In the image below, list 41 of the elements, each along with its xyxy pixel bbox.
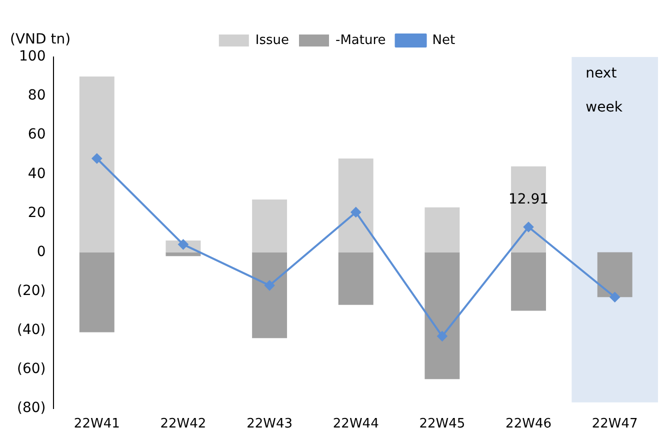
bar bbox=[338, 158, 374, 252]
x-tick-label: 22W46 bbox=[506, 416, 552, 432]
legend-label: -Mature bbox=[336, 32, 386, 48]
x-tick-label: 22W43 bbox=[246, 416, 293, 432]
legend-label: Net bbox=[432, 32, 456, 48]
bar bbox=[252, 252, 288, 338]
bar bbox=[511, 252, 546, 311]
data-label: 12.91 bbox=[508, 192, 549, 208]
x-tick-label: 22W41 bbox=[74, 416, 120, 432]
bar bbox=[252, 200, 288, 252]
legend-label: Issue bbox=[255, 32, 290, 48]
bar bbox=[597, 252, 632, 298]
y-tick-label: 80 bbox=[28, 88, 46, 104]
x-tick-label: 22W42 bbox=[160, 416, 206, 432]
bar bbox=[79, 76, 114, 252]
point bbox=[610, 292, 620, 302]
point bbox=[264, 280, 275, 290]
bar bbox=[79, 252, 114, 332]
bar bbox=[338, 252, 374, 305]
y-tick-label: 0 bbox=[36, 244, 46, 260]
bar bbox=[166, 252, 201, 256]
point bbox=[437, 331, 448, 342]
text: next week bbox=[586, 66, 622, 116]
y-tick-label: 20 bbox=[28, 204, 46, 221]
y-tick-label: 60 bbox=[28, 126, 46, 143]
x-tick-label: 22W44 bbox=[332, 416, 379, 432]
y-tick-label: (60) bbox=[16, 360, 46, 377]
y-tick-label: 40 bbox=[28, 166, 46, 182]
bar bbox=[424, 252, 460, 380]
y-tick-label: 100 bbox=[19, 48, 46, 65]
bar bbox=[424, 207, 460, 252]
y-tick-label: (80) bbox=[16, 400, 46, 416]
x-tick-label: 22W45 bbox=[419, 416, 466, 432]
bar bbox=[511, 166, 546, 252]
x-tick-label: 22W47 bbox=[592, 416, 638, 432]
point bbox=[524, 222, 534, 232]
point bbox=[350, 207, 361, 218]
y-tick-label: (20) bbox=[16, 282, 46, 299]
y-tick-label: (40) bbox=[16, 322, 46, 338]
y-axis-title: (VND tn) bbox=[10, 32, 71, 48]
point bbox=[92, 154, 102, 164]
